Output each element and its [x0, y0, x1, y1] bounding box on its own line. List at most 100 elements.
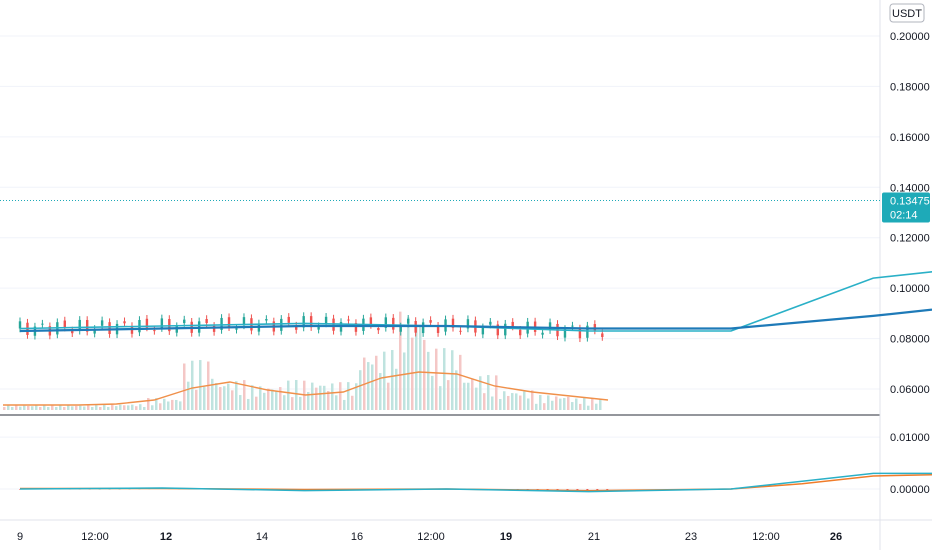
volume-bar: [295, 380, 298, 410]
macd-histogram-bar: [19, 489, 21, 490]
candle-body: [563, 329, 567, 338]
volume-bar: [387, 382, 390, 410]
candle-body: [466, 319, 470, 329]
price-tick-label: 0.08000: [890, 334, 930, 346]
candle-body: [41, 323, 44, 325]
volume-ma-line: [3, 371, 609, 406]
volume-bar: [235, 381, 238, 410]
volume-bar: [211, 378, 214, 410]
volume-bar: [307, 392, 310, 410]
volume-bar: [531, 390, 534, 410]
volume-bar: [587, 405, 590, 410]
candle-body: [85, 320, 89, 332]
time-tick-label: 12:00: [81, 531, 109, 543]
time-tick-label: 12:00: [752, 531, 780, 543]
volume-bar: [131, 404, 134, 410]
candle-body: [153, 330, 156, 332]
volume-bar: [227, 383, 230, 410]
volume-bar: [383, 351, 386, 410]
volume-bar: [219, 387, 222, 410]
volume-bar: [27, 405, 30, 410]
volume-bar: [495, 375, 498, 410]
time-tick-label: 9: [17, 531, 23, 543]
volume-bar: [523, 391, 526, 410]
volume-bar: [423, 339, 426, 410]
volume-bar: [359, 370, 362, 410]
volume-bar: [71, 406, 74, 410]
volume-bar: [155, 398, 158, 410]
volume-bar: [543, 403, 546, 410]
macd-histogram-bar: [566, 489, 569, 490]
price-candles: [18, 312, 604, 343]
volume-bar: [107, 407, 110, 410]
volume-bar: [323, 385, 326, 410]
volume-bar: [511, 393, 514, 410]
volume-bar: [223, 386, 226, 410]
fast-ma-line: [19, 271, 932, 332]
volume-bar: [43, 405, 46, 410]
volume-bar: [347, 382, 350, 410]
volume-bar: [179, 401, 182, 410]
last-price-tag: 0.13475 02:14: [882, 192, 930, 223]
currency-label: USDT: [892, 8, 922, 20]
volume-bar: [135, 406, 138, 410]
currency-badge[interactable]: USDT: [889, 3, 925, 23]
volume-bar: [115, 406, 118, 410]
candle-body: [347, 319, 350, 321]
volume-bar: [111, 404, 114, 410]
time-tick-label: 26: [830, 531, 842, 543]
candle-body: [160, 318, 164, 329]
candle-body: [302, 316, 305, 328]
volume-bar: [399, 311, 402, 410]
volume-bar: [83, 406, 86, 410]
volume-bar: [99, 407, 102, 410]
candle-body: [377, 328, 380, 331]
volume-bar: [183, 363, 186, 410]
candle-body: [407, 318, 410, 324]
volume-bar: [119, 404, 122, 410]
volume-bar: [575, 398, 578, 410]
volume-bar: [47, 407, 50, 410]
volume-bar: [91, 407, 94, 410]
price-axis[interactable]: 0.20000 0.18000 0.16000 0.14000 0.12000 0.100…: [890, 31, 930, 496]
volume-bar: [551, 400, 554, 410]
price-tick-label: 0.14000: [890, 182, 930, 194]
macd-histogram-bar: [606, 489, 609, 490]
volume-bar: [503, 391, 506, 410]
volume-bar: [491, 396, 494, 410]
candle-body: [324, 316, 328, 324]
volume-bar: [191, 360, 194, 410]
candle-body: [496, 324, 499, 336]
volume-bar: [591, 398, 594, 410]
volume-bar: [67, 405, 70, 410]
volume-bar: [203, 386, 206, 410]
countdown-value: 02:14: [890, 210, 918, 222]
time-tick-label: 21: [588, 531, 600, 543]
volume-bar: [403, 352, 406, 410]
volume-bar: [319, 385, 322, 410]
volume-bar: [127, 405, 130, 410]
volume-bar: [451, 350, 454, 410]
volume-bar: [247, 398, 250, 410]
volume-bar: [11, 407, 14, 410]
volume-bar: [519, 395, 522, 410]
volume-bar: [455, 370, 458, 410]
candle-body: [571, 325, 574, 327]
volume-bar: [163, 398, 166, 410]
volume-bar: [311, 382, 314, 410]
time-axis[interactable]: 9 12:00 12 14 16 12:00 19 21 23 12:00 26: [17, 531, 842, 543]
time-tick-label: 14: [256, 531, 268, 543]
volume-bar: [95, 405, 98, 410]
volume-bar: [103, 405, 106, 410]
time-tick-label: 12:00: [417, 531, 445, 543]
volume-bar: [431, 375, 434, 410]
candle-body: [205, 319, 208, 324]
volume-bar: [395, 368, 398, 410]
price-tick-label: 0.12000: [890, 233, 930, 245]
macd-tick-label: 0.01000: [890, 432, 930, 444]
volume-bar: [375, 355, 378, 410]
volume-bar: [571, 402, 574, 410]
volume-bar: [535, 403, 538, 410]
time-tick-label: 12: [160, 531, 172, 543]
